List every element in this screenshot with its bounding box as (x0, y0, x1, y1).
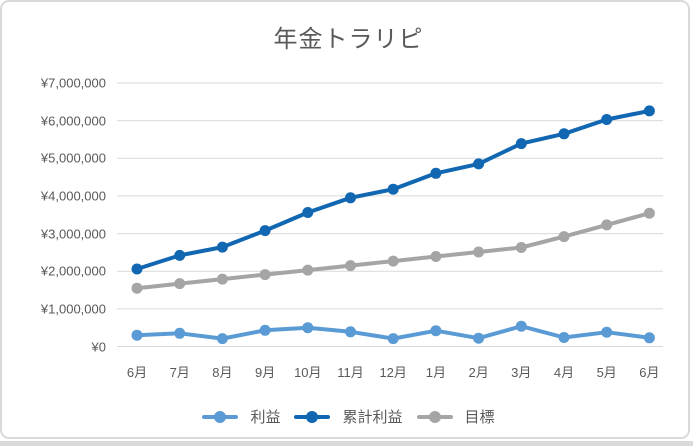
x-tick-label: 4月 (553, 365, 575, 380)
legend-item[interactable]: 目標 (416, 406, 495, 427)
data-point-marker[interactable] (387, 183, 399, 195)
data-point-marker[interactable] (259, 324, 271, 336)
sheet-gridline-strip (0, 441, 693, 446)
chart-legend: 利益 累計利益 目標 (2, 406, 693, 427)
data-point-marker[interactable] (430, 325, 442, 337)
x-tick-label: 12月 (379, 365, 407, 380)
x-tick-label: 6月 (126, 365, 148, 380)
legend-marker-icon (202, 410, 239, 423)
chart-frame[interactable]: 年金トラリピ ¥0 ¥1,000,000 ¥2,000,000 ¥3,000,000 ¥… (0, 0, 690, 439)
data-point-marker[interactable] (473, 246, 485, 258)
data-point-marker[interactable] (345, 326, 356, 338)
data-point-marker[interactable] (643, 332, 655, 344)
data-point-marker[interactable] (430, 251, 442, 262)
legend-label: 目標 (464, 409, 495, 426)
y-tick-label: ¥7,000,000 (40, 75, 106, 91)
data-point-marker[interactable] (601, 219, 613, 231)
y-tick-label: ¥2,000,000 (40, 263, 106, 279)
data-point-marker[interactable] (174, 327, 186, 339)
x-tick-label: 1月 (425, 365, 446, 380)
y-tick-label: ¥4,000,000 (40, 188, 106, 204)
data-point-marker[interactable] (259, 269, 271, 281)
data-point-marker[interactable] (515, 242, 527, 253)
data-point-marker[interactable] (131, 329, 143, 341)
chart-title: 年金トラリピ (273, 26, 424, 53)
data-point-marker[interactable] (515, 320, 527, 332)
data-point-marker[interactable] (259, 225, 271, 237)
x-tick-label: 11月 (337, 365, 364, 380)
data-point-marker[interactable] (430, 167, 442, 179)
x-tick-label: 3月 (511, 365, 532, 380)
legend-item[interactable]: 利益 (202, 406, 280, 427)
data-point-marker[interactable] (558, 231, 570, 243)
data-point-marker[interactable] (131, 282, 143, 294)
data-point-marker[interactable] (302, 264, 314, 276)
data-point-marker[interactable] (558, 128, 570, 140)
data-point-marker[interactable] (174, 278, 186, 290)
y-tick-label: ¥6,000,000 (40, 113, 106, 129)
data-point-marker[interactable] (601, 114, 613, 125)
data-point-marker[interactable] (174, 249, 186, 261)
legend-dot (214, 410, 227, 423)
legend-dot (306, 410, 319, 423)
x-tick-label: 8月 (212, 365, 233, 380)
data-point-marker[interactable] (216, 241, 228, 253)
data-point-marker[interactable] (473, 332, 485, 344)
data-point-marker[interactable] (387, 255, 399, 267)
y-tick-label: ¥5,000,000 (40, 150, 106, 166)
y-tick-label: ¥0 (91, 339, 106, 354)
data-point-marker[interactable] (473, 158, 485, 170)
legend-marker-icon (294, 410, 331, 423)
y-tick-label: ¥1,000,000 (40, 301, 106, 317)
data-point-marker[interactable] (131, 263, 143, 275)
y-tick-label: ¥3,000,000 (40, 226, 106, 242)
x-tick-label: 7月 (169, 365, 190, 380)
data-point-marker[interactable] (345, 260, 356, 272)
data-point-marker[interactable] (643, 207, 655, 219)
legend-label: 利益 (250, 409, 281, 426)
legend-marker-icon (416, 410, 453, 423)
legend-item[interactable]: 累計利益 (294, 406, 403, 427)
x-tick-label: 9月 (254, 365, 276, 380)
data-point-marker[interactable] (601, 326, 613, 338)
legend-dot (428, 410, 441, 423)
data-point-marker[interactable] (345, 192, 356, 204)
x-tick-label: 6月 (639, 365, 660, 380)
data-point-marker[interactable] (302, 207, 314, 218)
x-tick-label: 10月 (294, 365, 322, 380)
x-tick-label: 5月 (596, 365, 617, 380)
data-point-marker[interactable] (515, 138, 527, 150)
x-tick-label: 2月 (468, 365, 489, 380)
data-point-marker[interactable] (387, 333, 399, 345)
data-point-marker[interactable] (643, 105, 655, 117)
data-point-marker[interactable] (558, 332, 570, 343)
data-point-marker[interactable] (216, 273, 228, 285)
data-point-marker[interactable] (216, 333, 228, 345)
legend-label: 累計利益 (342, 409, 403, 426)
data-point-marker[interactable] (302, 322, 314, 334)
